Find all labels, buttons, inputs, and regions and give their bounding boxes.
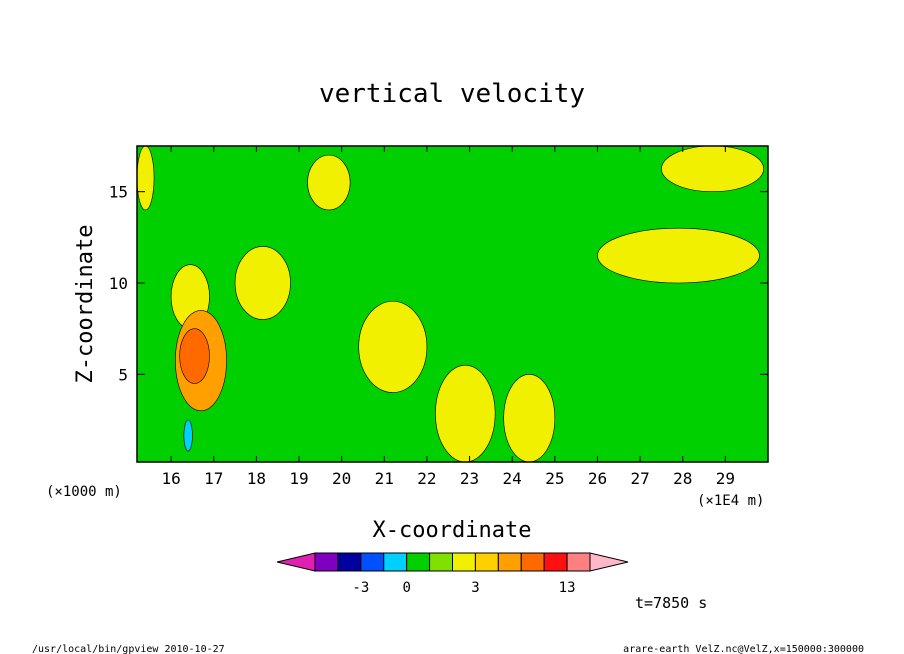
- contour-region-10: [179, 328, 210, 384]
- colorbar-max-arrow: [589, 552, 629, 572]
- contour-region-4: [358, 300, 428, 393]
- colorbar-cell: [474, 552, 499, 572]
- colorbar-cell: [360, 552, 385, 572]
- x-tick-label: 27: [630, 469, 649, 488]
- x-tick-label: 16: [161, 469, 180, 488]
- x-unit-left: (×1000 m): [46, 484, 122, 500]
- contour-fill-layer: [136, 145, 765, 463]
- x-tick-label: 19: [289, 469, 308, 488]
- y-tick-label: 10: [109, 274, 128, 293]
- x-tick-label: 17: [204, 469, 223, 488]
- y-tick-label: 15: [109, 183, 128, 202]
- y-tick-label: 5: [118, 365, 128, 384]
- colorbar-cell: [520, 552, 545, 572]
- colorbar-cell: [406, 552, 431, 572]
- y-axis: 5 10 15: [109, 183, 768, 384]
- x-axis-label: X-coordinate: [373, 518, 532, 543]
- x-unit-right: (×1E4 m): [697, 493, 764, 509]
- contour-region-11: [183, 419, 193, 452]
- colorbar-cell: [383, 552, 408, 572]
- contour-region-8: [661, 145, 765, 192]
- x-tick-label: 24: [503, 469, 522, 488]
- contour-region-5: [435, 364, 496, 463]
- contour-region-7: [597, 227, 760, 284]
- colorbar-cell: [566, 552, 591, 572]
- colorbar-cell: [497, 552, 522, 572]
- colorbar-cell: [314, 552, 339, 572]
- contour-region-6: [503, 374, 556, 463]
- colorbar-label: -3: [352, 580, 369, 596]
- contour-region-0: [136, 145, 155, 211]
- contour-region-3: [307, 154, 351, 211]
- footer-left: /usr/local/bin/gpview 2010-10-27: [32, 644, 225, 654]
- colorbar-label: 3: [471, 580, 479, 596]
- colorbar-label: 0: [402, 580, 410, 596]
- y-axis-label: Z-coordinate: [73, 225, 98, 384]
- x-tick-label: 29: [716, 469, 735, 488]
- x-tick-label: 26: [588, 469, 607, 488]
- colorbar-min-arrow: [276, 552, 316, 572]
- x-axis: 16 17 18 19 20 21 22 23 24 25 26 27 28 29: [161, 146, 735, 488]
- colorbar-cell: [452, 552, 476, 572]
- x-tick-label: 20: [332, 469, 351, 488]
- colorbar-cell: [337, 552, 362, 572]
- plot-area: [136, 145, 769, 463]
- plot-frame: [136, 145, 769, 463]
- chart-title: vertical velocity: [319, 79, 585, 109]
- x-tick-label: 25: [545, 469, 564, 488]
- time-label: t=7850 s: [635, 594, 707, 612]
- contour-region-2: [234, 246, 291, 320]
- x-tick-label: 23: [460, 469, 479, 488]
- colorbar-labels: -3 0 3 13: [352, 580, 575, 596]
- colorbar-label: 13: [559, 580, 576, 596]
- colorbar-cell: [543, 552, 568, 572]
- x-tick-label: 18: [247, 469, 266, 488]
- x-tick-label: 22: [417, 469, 436, 488]
- colorbar-cell: [429, 552, 454, 572]
- colorbar: [276, 552, 629, 572]
- x-tick-label: 28: [673, 469, 692, 488]
- x-tick-label: 21: [375, 469, 394, 488]
- footer-right: arare-earth_VelZ.nc@VelZ,x=150000:300000: [623, 644, 864, 654]
